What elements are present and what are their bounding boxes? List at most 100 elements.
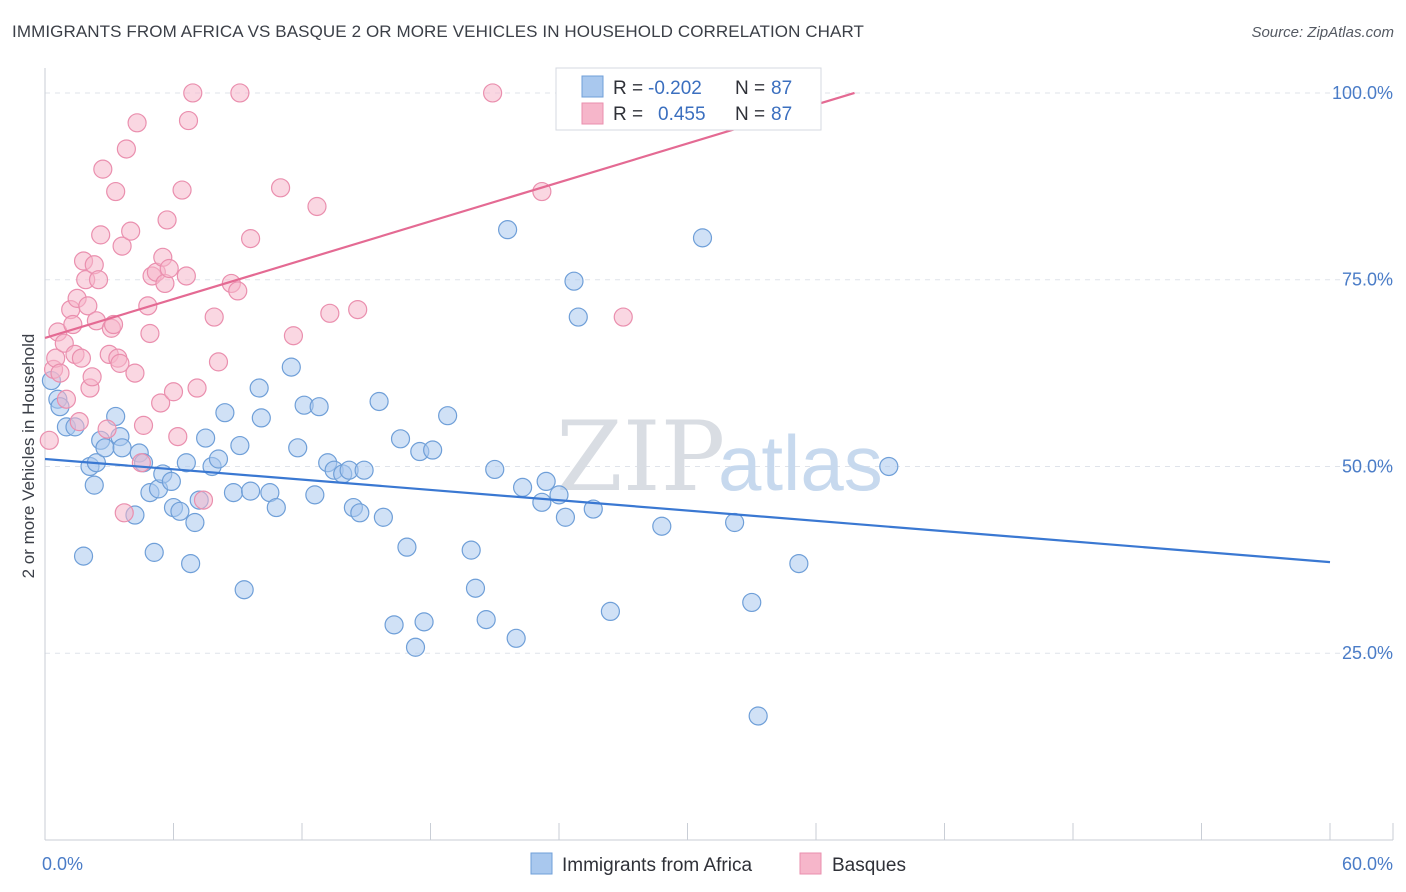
basques-point-58 (228, 281, 248, 301)
gridlines (45, 92, 1393, 654)
bottom-legend-label-africa: Immigrants from Africa (562, 855, 752, 876)
africa-point-37 (251, 408, 271, 428)
africa-point-81 (748, 706, 768, 726)
basques-point-51 (178, 110, 199, 131)
africa-point-63 (465, 578, 486, 598)
africa-point-62 (461, 540, 481, 560)
africa-point-56 (397, 537, 417, 557)
basques-point-34 (125, 363, 145, 383)
basques-point-63 (307, 196, 327, 217)
basques-point-31 (114, 503, 134, 523)
basques-point-36 (131, 453, 151, 473)
basques-point-22 (93, 159, 113, 179)
basques-point-47 (163, 382, 184, 402)
basques-point-59 (230, 83, 250, 103)
africa-point-18 (144, 542, 164, 562)
africa-point-55 (390, 429, 411, 449)
africa-point-68 (512, 477, 533, 497)
africa-point-43 (305, 485, 325, 505)
africa-point-69 (532, 492, 552, 512)
africa-point-35 (241, 481, 261, 501)
chart-title: IMMIGRANTS FROM AFRICA VS BASQUE 2 OR MO… (12, 22, 865, 41)
watermark-zip: ZIP (556, 401, 725, 513)
basques-point-30 (112, 236, 132, 256)
basques-point-50 (176, 266, 196, 286)
bottom-legend-label-basques: Basques (832, 855, 906, 876)
basques-point-39 (140, 323, 160, 344)
basques-point-65 (348, 299, 368, 320)
watermark-atlas: atlas (718, 419, 883, 507)
africa-point-61 (438, 406, 458, 426)
africa-point-53 (373, 507, 393, 527)
basques-point-32 (116, 139, 136, 159)
africa-point-36 (249, 378, 269, 398)
legend-n-label-blue: N = (735, 78, 765, 99)
basques-point-27 (106, 181, 126, 202)
africa-point-78 (692, 228, 713, 248)
basques-point-23 (97, 419, 117, 439)
africa-point-57 (405, 637, 426, 657)
africa-point-80 (742, 592, 762, 613)
y-axis-label: 2 or more Vehicles in Household (19, 334, 38, 579)
basques-point-68 (613, 307, 633, 327)
bottom-legend-swatch-pink (799, 852, 822, 875)
basques-point-62 (283, 326, 304, 346)
x-ticks (44, 823, 1394, 840)
watermark: ZIP atlas (556, 401, 883, 513)
source-note: Source: ZipAtlas.com (1251, 24, 1394, 41)
basques-point-6 (56, 389, 77, 409)
africa-point-32 (223, 483, 244, 503)
basques-point-15 (78, 296, 98, 316)
africa-point-83 (879, 456, 899, 477)
africa-point-72 (555, 507, 576, 527)
africa-point-41 (288, 438, 308, 458)
legend-r-label-pink: R = (613, 104, 643, 125)
y-tick-label-3: 100.0% (1332, 83, 1393, 103)
africa-point-75 (583, 499, 603, 519)
africa-point-70 (536, 471, 556, 492)
legend-r-label-blue: R = (613, 78, 643, 99)
trend-line-basques (44, 91, 855, 340)
africa-point-51 (350, 503, 370, 523)
x-tick-label-min: 0.0% (42, 854, 83, 874)
africa-point-59 (414, 612, 434, 632)
y-tick-label-0: 25.0% (1342, 643, 1393, 663)
basques-point-17 (82, 367, 102, 387)
basques-point-4 (50, 363, 70, 383)
africa-point-21 (161, 471, 181, 492)
africa-point-24 (176, 453, 196, 473)
basques-point-46 (159, 258, 179, 279)
africa-point-82 (789, 553, 809, 574)
legend-r-value-pink: 0.455 (658, 104, 706, 125)
africa-point-52 (369, 391, 389, 412)
basques-point-20 (88, 270, 109, 290)
africa-point-76 (600, 601, 621, 622)
legend-n-value-blue: 87 (771, 78, 792, 99)
africa-point-54 (384, 615, 404, 635)
africa-point-67 (506, 628, 526, 648)
bottom-legend-swatch-blue (530, 852, 553, 875)
africa-point-44 (309, 397, 329, 417)
basques-point-53 (187, 378, 207, 398)
basques-point-55 (204, 307, 224, 327)
legend-swatch-pink (581, 102, 604, 125)
legend-box: R = -0.202 N = 87 R = 0.455 N = 87 (555, 67, 822, 131)
basques-point-52 (183, 83, 203, 103)
basques-point-42 (151, 393, 171, 413)
x-tick-label-max: 60.0% (1342, 854, 1393, 874)
africa-point-50 (354, 460, 374, 480)
basques-point-48 (168, 426, 188, 447)
basques-point-54 (193, 490, 214, 510)
africa-point-30 (208, 449, 229, 469)
africa-point-77 (652, 516, 672, 536)
axes (44, 68, 1393, 841)
basques-point-45 (157, 210, 177, 230)
africa-point-7 (84, 475, 104, 495)
africa-point-31 (215, 403, 235, 423)
legend-r-value-blue: -0.202 (648, 78, 702, 99)
trend-line-africa (44, 457, 1331, 564)
basques-point-12 (71, 348, 92, 368)
africa-point-10 (95, 438, 115, 458)
basques-point-29 (110, 353, 130, 373)
